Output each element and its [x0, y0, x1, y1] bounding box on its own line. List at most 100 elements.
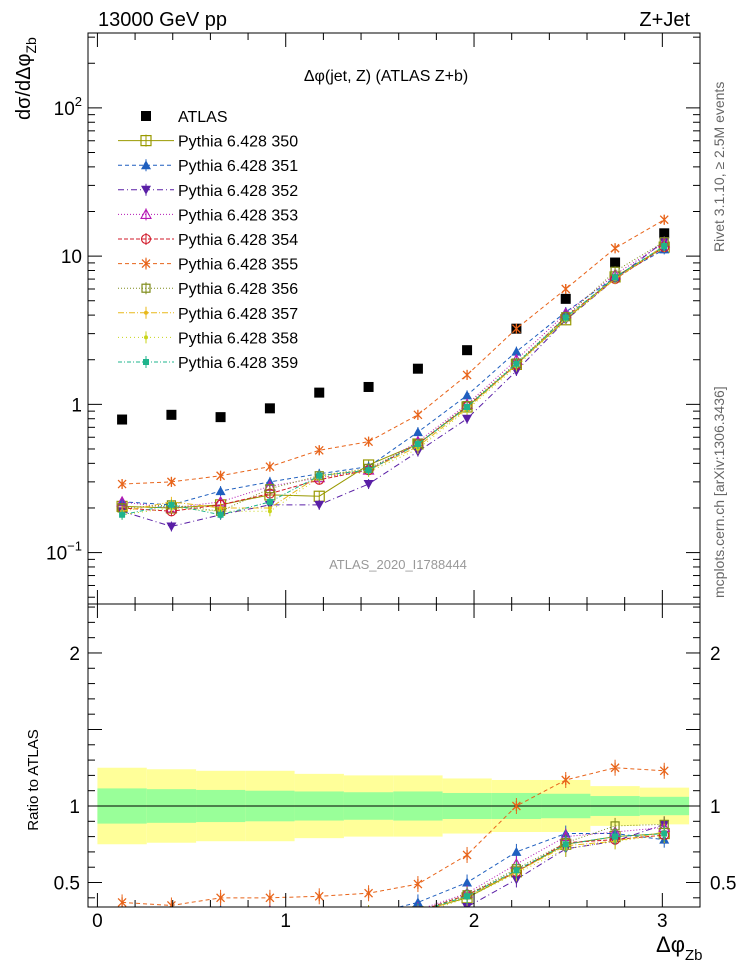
data-point [610, 257, 621, 268]
ratio-point [120, 920, 124, 924]
ratio-point [117, 897, 127, 907]
ratio-point [415, 909, 421, 915]
series-atlas [117, 228, 670, 425]
ratio-point [314, 927, 324, 936]
data-point [316, 472, 323, 479]
ratio-point [413, 906, 423, 907]
ratio-point [166, 900, 176, 907]
ratio-point [366, 915, 372, 921]
ratio-point [659, 765, 669, 776]
series-line [121, 245, 665, 512]
legend-marker [141, 258, 151, 269]
ratio-ytick-label-right: 0.5 [710, 874, 736, 895]
ratio-point [317, 916, 321, 920]
ratio-point [219, 920, 223, 924]
data-point [365, 467, 372, 474]
ratio-point [314, 891, 324, 902]
ratio-bands [88, 767, 700, 845]
series-line [121, 245, 665, 516]
legend-label: Pythia 6.428 359 [178, 355, 298, 372]
series-line [122, 246, 665, 509]
ratio-point [314, 913, 324, 922]
ratio-point [416, 911, 420, 915]
ratio-point [216, 914, 226, 924]
ratio-series-pythia-6-428-355 [117, 759, 669, 907]
data-point [513, 360, 520, 367]
data-point [364, 436, 374, 447]
ratio-point [562, 841, 569, 848]
main-series-group [116, 214, 671, 532]
ratio-ylabel: Ratio to ATLAS [25, 729, 42, 830]
data-point [217, 511, 224, 518]
data-point [511, 323, 521, 334]
ratio-line [397, 833, 665, 907]
data-point [511, 346, 522, 356]
ratio-point [364, 913, 373, 922]
data-point [119, 511, 126, 518]
data-point [659, 228, 670, 239]
ratio-point [216, 915, 225, 924]
data-point [265, 461, 275, 472]
ratio-point [117, 911, 127, 920]
ratio-point [511, 801, 521, 811]
ratio-point [364, 888, 374, 899]
ratio-point [364, 913, 374, 922]
ratio-series-group [117, 759, 671, 936]
data-point [560, 293, 571, 304]
data-point [117, 414, 128, 425]
ratio-point [166, 916, 176, 925]
ratio-ytick-label: 0.5 [54, 874, 80, 895]
mcplots-label: mcplots.cern.ch [arXiv:1306.3436] [711, 386, 727, 598]
ratio-point [117, 911, 127, 920]
legend-marker [141, 283, 151, 293]
data-point [264, 403, 275, 414]
energy-label: 13000 GeV pp [98, 9, 227, 31]
data-point [166, 409, 177, 420]
series-line [122, 219, 665, 485]
legend-marker [144, 335, 148, 340]
ratio-xtick-label: 3 [657, 911, 668, 932]
data-point [562, 314, 569, 321]
data-point [462, 345, 473, 356]
ratio-point [118, 916, 127, 925]
ratio-line [430, 833, 665, 907]
ratio-xtick-label: 0 [92, 911, 103, 932]
legend-label: Pythia 6.428 358 [178, 330, 298, 347]
ratio-point [216, 913, 226, 922]
analysis-watermark: ATLAS_2020_I1788444 [329, 557, 467, 572]
ratio-point [317, 914, 321, 918]
ratio-line [432, 833, 665, 907]
ratio-point [367, 916, 371, 920]
data-point [216, 470, 226, 481]
data-point [117, 479, 127, 490]
data-point [363, 480, 374, 490]
ratio-point [513, 867, 520, 874]
series-line [122, 246, 665, 516]
ratio-point [120, 922, 124, 926]
ratio-point [364, 921, 374, 930]
process-label: Z+Jet [639, 9, 690, 31]
legend-marker [140, 233, 152, 245]
ratio-point [265, 892, 275, 903]
ratio-point [166, 917, 176, 927]
ratio-point [268, 925, 272, 929]
ratio-point [511, 846, 522, 856]
ratio-ytick-label: 1 [69, 797, 80, 818]
ratio-series-pythia-6-428-354 [118, 827, 670, 930]
rivet-label: Rivet 3.1.10, ≥ 2.5M events [711, 82, 727, 252]
ratio-point [219, 905, 222, 907]
ratio-line [429, 834, 665, 907]
ratio-point [166, 917, 176, 926]
legend-marker [141, 111, 151, 121]
ratio-line [425, 826, 665, 907]
ratio-line [438, 834, 665, 907]
ratio-point [314, 911, 324, 920]
legend-marker [143, 359, 149, 365]
data-point [464, 403, 471, 410]
ratio-point [167, 921, 176, 930]
data-point [166, 522, 177, 532]
ratio-point [412, 905, 424, 907]
ratio-point [364, 908, 374, 918]
svg-text:ΔφZb: ΔφZb [656, 932, 702, 964]
